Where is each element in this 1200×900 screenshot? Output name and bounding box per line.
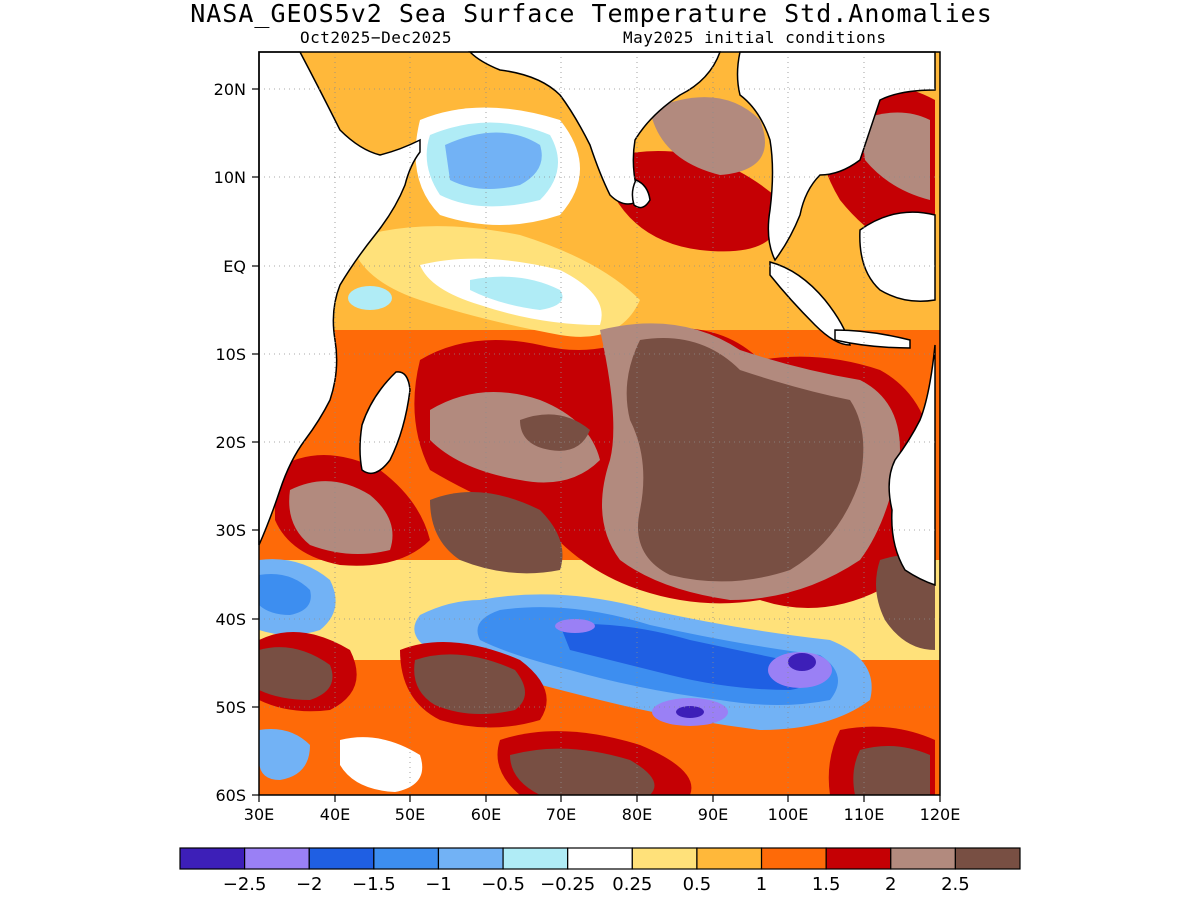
colorbar-labels: −2.5 −2 −1.5 −1 −0.5 −0.25 0.25 0.5 1 1.5 2 2.5 (223, 874, 970, 895)
colorbar-swatch (308, 847, 375, 870)
lat-tick-label: 60S (215, 786, 246, 805)
tick-marks (252, 88, 941, 802)
colorbar-swatch (760, 847, 827, 870)
lon-tick-label: 60E (471, 805, 501, 824)
lon-tick-label: 50E (395, 805, 425, 824)
lon-tick-label: 120E (920, 805, 961, 824)
colorbar-swatch (825, 847, 892, 870)
forecast-period: Oct2025−Dec2025 (300, 28, 452, 47)
lon-tick-label: 110E (844, 805, 885, 824)
colorbar-swatch (373, 847, 440, 870)
lat-labels: 20N 10N EQ 10S 20S 30S 40S 50S 60S (214, 80, 246, 805)
initial-conditions: May2025 initial conditions (623, 28, 887, 47)
colorbar-swatch (244, 847, 310, 870)
colorbar-label: 0.5 (683, 874, 712, 895)
graticule (259, 52, 940, 795)
lat-tick-label: 10N (214, 168, 246, 187)
colorbar-label: 0.25 (612, 874, 652, 895)
colorbar-label: −2 (296, 874, 323, 895)
anomaly-field (259, 52, 940, 795)
colorbar-swatch (696, 847, 763, 870)
lon-tick-label: 30E (244, 805, 274, 824)
colorbar-label: −1 (425, 874, 452, 895)
lon-tick-label: 40E (320, 805, 350, 824)
colorbar-label: −2.5 (223, 874, 267, 895)
chart-title: NASA_GEOS5v2 Sea Surface Temperature Std… (190, 0, 993, 28)
lat-tick-label: 10S (215, 345, 246, 364)
colorbar (179, 847, 1021, 870)
lat-tick-label: EQ (223, 257, 246, 276)
lon-tick-label: 80E (622, 805, 652, 824)
colorbar-swatch (502, 847, 569, 870)
colorbar-swatch (631, 847, 698, 870)
colorbar-label: −1.5 (352, 874, 396, 895)
lon-labels: 30E 40E 50E 60E 70E 80E 90E 100E 110E 12… (244, 805, 961, 824)
lat-tick-label: 20S (215, 433, 246, 452)
lon-tick-label: 70E (546, 805, 576, 824)
colorbar-swatch (567, 847, 633, 870)
lat-tick-label: 30S (215, 521, 246, 540)
colorbar-label: 1.5 (812, 874, 841, 895)
colorbar-label: −0.25 (540, 874, 595, 895)
map-frame (258, 51, 941, 796)
colorbar-label: 1 (756, 874, 767, 895)
colorbar-swatch (890, 847, 956, 870)
colorbar-label: −0.5 (481, 874, 525, 895)
lat-tick-label: 20N (214, 80, 246, 99)
lat-tick-label: 40S (215, 610, 246, 629)
colorbar-swatch (179, 847, 246, 870)
lat-tick-label: 50S (215, 698, 246, 717)
colorbar-swatch (954, 847, 1021, 870)
lon-tick-label: 100E (768, 805, 809, 824)
colorbar-label: 2 (885, 874, 896, 895)
lon-tick-label: 90E (698, 805, 728, 824)
colorbar-label: 2.5 (941, 874, 970, 895)
colorbar-swatch (437, 847, 504, 870)
land (258, 51, 936, 587)
